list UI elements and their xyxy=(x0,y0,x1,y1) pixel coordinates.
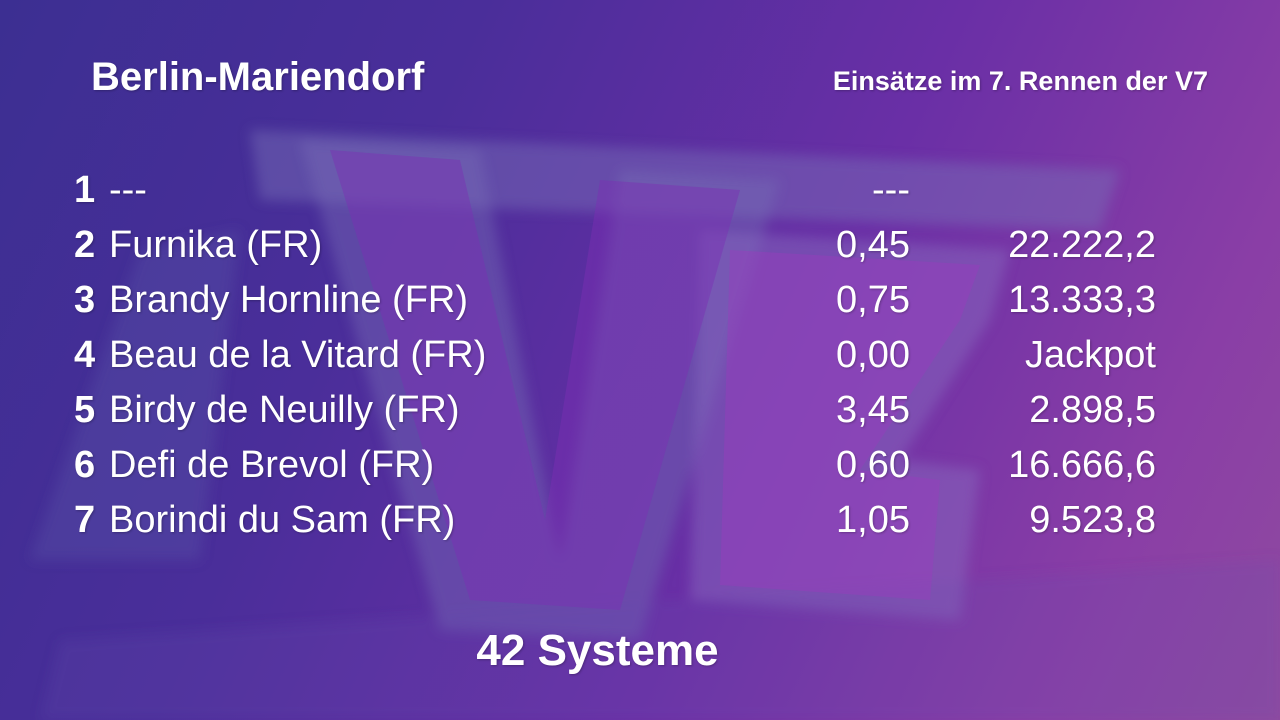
runner-name: Beau de la Vitard (FR) xyxy=(109,334,487,376)
runner-quote: 2.898,5 xyxy=(1029,389,1156,431)
runner-name: Furnika (FR) xyxy=(109,224,323,266)
runner-quote: 13.333,3 xyxy=(1008,279,1156,321)
runner-list: 1 --- --- 2 Furnika (FR) 0,45 22.222,2 3… xyxy=(74,163,1174,548)
runner-row-3: 3 Brandy Hornline (FR) 0,75 13.333,3 xyxy=(74,273,1174,328)
runner-number: 3 xyxy=(74,279,96,321)
runner-quote: Jackpot xyxy=(1025,334,1156,376)
runner-name: Birdy de Neuilly (FR) xyxy=(109,389,460,431)
runner-number: 2 xyxy=(74,224,96,266)
runner-stake: 0,45 xyxy=(836,224,910,266)
runner-name: Defi de Brevol (FR) xyxy=(109,444,435,486)
runner-row-6: 6 Defi de Brevol (FR) 0,60 16.666,6 xyxy=(74,438,1174,493)
track-name: Berlin-Mariendorf xyxy=(91,55,425,99)
runner-row-4: 4 Beau de la Vitard (FR) 0,00 Jackpot xyxy=(74,328,1174,383)
runner-number: 1 xyxy=(74,169,96,211)
runner-name: --- xyxy=(109,169,147,211)
runner-stake: 3,45 xyxy=(836,389,910,431)
runner-stake: 0,00 xyxy=(836,334,910,376)
runner-row-7: 7 Borindi du Sam (FR) 1,05 9.523,8 xyxy=(74,493,1174,548)
runner-row-2: 2 Furnika (FR) 0,45 22.222,2 xyxy=(74,218,1174,273)
runner-stake: 0,60 xyxy=(836,444,910,486)
runner-number: 7 xyxy=(74,499,96,541)
runner-name: Brandy Hornline (FR) xyxy=(109,279,468,321)
runner-row-5: 5 Birdy de Neuilly (FR) 3,45 2.898,5 xyxy=(74,383,1174,438)
runner-stake: 1,05 xyxy=(836,499,910,541)
runner-name: Borindi du Sam (FR) xyxy=(109,499,456,541)
runner-number: 6 xyxy=(74,444,96,486)
runner-quote: 16.666,6 xyxy=(1008,444,1156,486)
runner-stake: 0,75 xyxy=(836,279,910,321)
runner-stake: --- xyxy=(872,169,910,211)
runner-number: 5 xyxy=(74,389,96,431)
runner-row-1: 1 --- --- xyxy=(74,163,1174,218)
runner-quote: 22.222,2 xyxy=(1008,224,1156,266)
systems-count: 42 Systeme xyxy=(476,626,719,675)
race-info: Einsätze im 7. Rennen der V7 xyxy=(832,66,1208,96)
runner-number: 4 xyxy=(74,334,96,376)
runner-quote: 9.523,8 xyxy=(1029,499,1156,541)
